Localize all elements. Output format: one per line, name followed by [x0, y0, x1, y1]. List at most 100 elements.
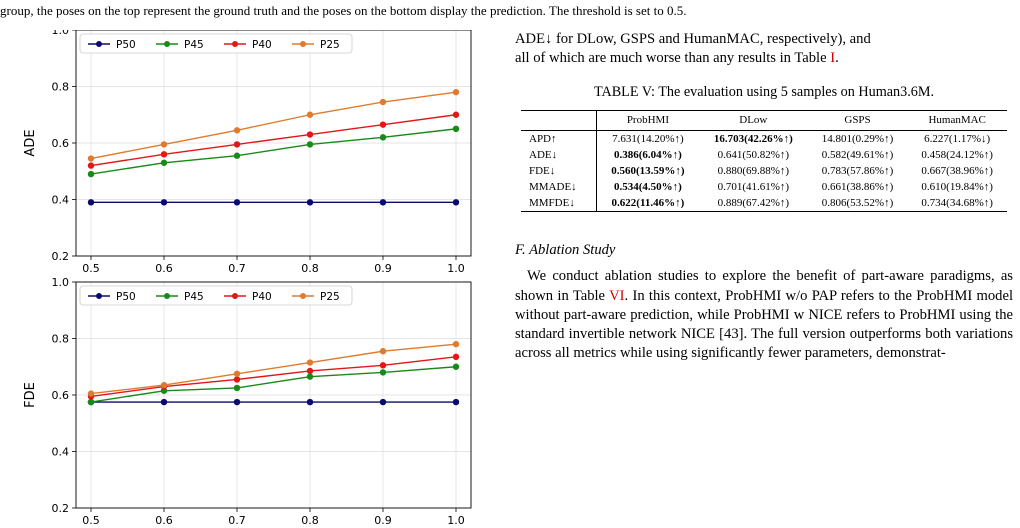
data-point-p25	[452, 340, 460, 348]
legend-swatch-marker	[232, 41, 238, 47]
table-cell: 7.631(14.20%↑)	[612, 133, 684, 146]
data-point-p40	[379, 362, 387, 369]
x-tick-label: 1.0	[447, 514, 465, 527]
data-point-p45	[379, 369, 387, 376]
legend-swatch-marker	[232, 293, 238, 299]
legend-swatch-marker	[300, 293, 306, 299]
data-point-p25	[233, 127, 241, 134]
legend-label: P25	[320, 39, 340, 51]
data-point-p25	[160, 381, 168, 389]
table-row: MMFDE↓ 0.622(11.46%↑) 0.889(67.42%↑) 0.806(…	[521, 195, 1007, 212]
x-tick-label: 0.7	[228, 262, 246, 275]
data-point-p45	[452, 363, 460, 370]
legend-box	[79, 285, 353, 306]
table-cell: 0.667(38.96%↑)	[921, 165, 993, 178]
chart-legend: P50 P45 P40 P25	[79, 33, 353, 54]
legend-label: P45	[184, 39, 204, 51]
x-tick-label: 0.7	[228, 514, 246, 527]
data-point-p40	[306, 367, 314, 375]
table-cell: 0.386(6.04%↑)	[613, 149, 682, 162]
y-tick-label: 0.4	[52, 194, 70, 207]
data-point-p40	[160, 151, 168, 158]
y-tick-label: 0.2	[52, 502, 70, 515]
data-point-p25	[379, 348, 387, 355]
intro-paragraph: ADE↓ for DLow, GSPS and HumanMAC, respec…	[515, 30, 1013, 68]
table-cell: 0.610(19.84%↑)	[921, 181, 993, 194]
legend-swatch-marker	[96, 293, 102, 299]
data-point-p50	[87, 199, 95, 206]
y-tick-label: 0.6	[52, 389, 70, 402]
table-cell: 0.458(24.12%↑)	[921, 149, 993, 162]
data-point-p25	[379, 98, 387, 106]
series-line-p40	[90, 356, 457, 398]
table-cell: 0.661(38.86%↑)	[821, 181, 894, 194]
y-axis-label: ADE	[23, 129, 38, 156]
legend-label: P45	[184, 291, 204, 303]
data-point-p25	[306, 111, 314, 118]
data-point-p50	[160, 199, 168, 206]
legend-label: P50	[116, 291, 136, 303]
table-cell: 0.889(67.42%↑)	[717, 197, 790, 210]
table-row-label: FDE↓	[521, 163, 597, 180]
x-tick-label: 0.6	[155, 262, 173, 275]
y-tick-label: 0.4	[52, 446, 70, 459]
data-point-p40	[379, 121, 387, 128]
figure-caption-fragment: group, the poses on the top represent th…	[0, 3, 687, 18]
series-line-p25	[90, 343, 457, 395]
table-header-row: ProbHMI DLow GSPS HumanMAC	[521, 110, 1007, 131]
table-ref-link[interactable]: VI	[609, 287, 625, 304]
data-point-p40	[306, 131, 314, 138]
data-point-p25	[233, 370, 241, 378]
table-cell: 0.560(13.59%↑)	[611, 165, 685, 178]
data-point-p50	[233, 199, 241, 206]
data-point-p50	[233, 398, 241, 406]
data-point-p50	[452, 199, 460, 206]
data-point-p50	[379, 199, 387, 206]
intro-line-1: ADE↓ for DLow, GSPS and HumanMAC, respec…	[515, 31, 871, 47]
table-row: FDE↓ 0.560(13.59%↑) 0.880(69.88%↑) 0.783(57…	[521, 163, 1007, 180]
table-header-cell: HumanMAC	[928, 114, 986, 127]
table-cell: 0.582(49.61%↑)	[821, 149, 894, 162]
x-tick-label: 0.5	[82, 262, 100, 275]
table-cell: 0.641(50.82%↑)	[717, 149, 790, 162]
data-point-p45	[87, 170, 95, 178]
intro-line-2: all of which are much worse than any res…	[515, 50, 831, 67]
table-row-label: MMFDE↓	[521, 195, 597, 212]
table-cell: 0.734(34.68%↑)	[921, 197, 993, 210]
x-tick-label: 0.9	[374, 262, 392, 275]
table-ref-link[interactable]: I	[830, 50, 836, 67]
x-tick-label: 0.9	[374, 514, 392, 527]
data-point-p25	[452, 88, 460, 96]
data-point-p45	[306, 141, 314, 148]
data-point-p50	[306, 398, 314, 406]
line-charts-figure: 0.5 0.6 0.7 0.8 0.9 1.0 0.2 0.4 0.6 0.8 1.0 ADE P50 P…	[0, 30, 480, 528]
chart-panel-fde: 0.50.60.70.80.91.00.20.40.60.81.0FDEDist…	[23, 276, 472, 527]
table-corner-cell	[521, 110, 597, 131]
data-point-p40	[233, 376, 241, 383]
data-point-p25	[87, 155, 95, 162]
table-cell: 0.622(11.46%↑)	[611, 197, 685, 210]
data-point-p40	[233, 141, 241, 148]
legend-swatch-marker	[300, 41, 306, 47]
series-line-p25	[90, 91, 457, 160]
table-cell: 16.703(42.26%↑)	[713, 133, 793, 146]
y-tick-label: 0.2	[52, 250, 70, 263]
table-row: MMADE↓ 0.534(4.50%↑) 0.701(41.61%↑) 0.661(3…	[521, 179, 1007, 196]
table-row: APD↑ 7.631(14.20%↑) 16.703(42.26%↑) 14.801(…	[521, 130, 1007, 148]
table-row-label: APD↑	[521, 130, 597, 148]
table-cell: 0.880(69.88%↑)	[717, 165, 790, 178]
series-line-p45	[90, 128, 457, 175]
y-tick-label: 0.6	[52, 137, 70, 150]
data-point-p40	[452, 111, 460, 118]
legend-swatch-marker	[164, 293, 170, 299]
table-header-cell: ProbHMI	[626, 114, 669, 127]
legend-label: P40	[252, 291, 272, 303]
y-axis-label: FDE	[23, 382, 38, 408]
data-point-p45	[233, 384, 241, 392]
table-cell: 0.534(4.50%↑)	[613, 181, 682, 194]
ablation-text-a: We conduct ablation studies to explore t…	[515, 268, 1013, 304]
section-heading: F. Ablation Study	[515, 242, 616, 259]
legend-label: P50	[116, 39, 136, 51]
